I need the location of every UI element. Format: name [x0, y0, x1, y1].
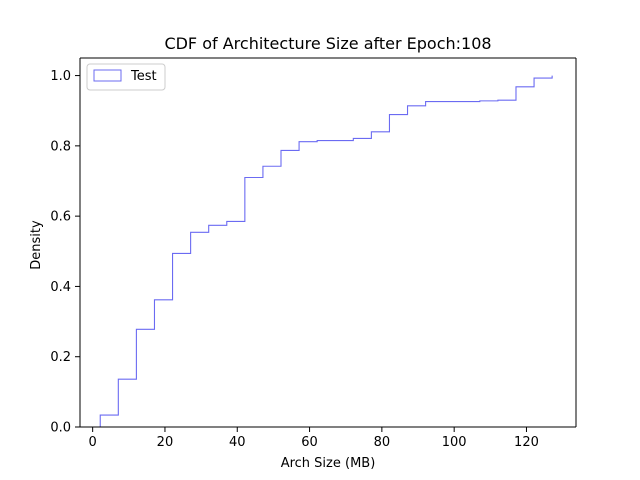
x-tick-label: 120 — [514, 435, 539, 450]
y-tick-label: 0.2 — [50, 350, 71, 365]
x-tick-label: 0 — [89, 435, 97, 450]
x-axis-label: Arch Size (MB) — [281, 456, 376, 471]
legend-label-test: Test — [130, 69, 157, 84]
legend-swatch-test — [93, 69, 122, 82]
x-tick-label: 60 — [301, 435, 318, 450]
y-tick-label: 0.8 — [50, 139, 71, 154]
axes-background — [80, 58, 576, 427]
y-tick-label: 0.0 — [50, 421, 71, 436]
x-tick-label: 80 — [374, 435, 391, 450]
y-tick-label: 0.6 — [50, 210, 71, 225]
plot-area: 0 20 40 60 80 100 120 0.0 0.2 0.4 0.6 0.8 1.0 — [50, 57, 577, 450]
cdf-step-line-test — [99, 75, 553, 427]
y-tick-label: 1.0 — [50, 69, 71, 84]
y-axis-label: Density — [29, 220, 44, 270]
x-tick-label: 100 — [442, 435, 467, 450]
chart-title: CDF of Architecture Size after Epoch:108 — [164, 34, 491, 53]
x-tick-label: 40 — [229, 435, 246, 450]
legend: Test — [86, 63, 166, 91]
y-tick-label: 0.4 — [50, 280, 71, 295]
x-tick-label: 20 — [157, 435, 174, 450]
